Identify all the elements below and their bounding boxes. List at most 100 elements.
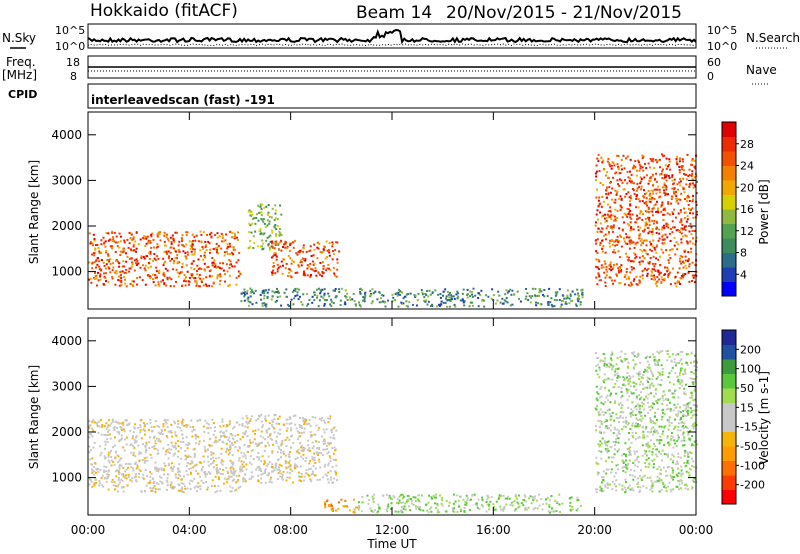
scatter-cell: [221, 418, 224, 421]
scatter-cell: [643, 189, 645, 192]
scatter-cell: [132, 469, 135, 472]
scatter-cell: [601, 227, 604, 230]
scatter-cell: [280, 464, 283, 467]
scatter-cell: [105, 466, 108, 468]
scatter-cell: [177, 489, 180, 492]
scatter-cell: [555, 293, 558, 296]
scatter-cell: [652, 207, 655, 210]
scatter-cell: [606, 363, 608, 366]
scatter-cell: [692, 460, 695, 463]
scatter-cell: [125, 443, 128, 446]
scatter-cell: [379, 297, 382, 300]
scatter-cell: [110, 480, 113, 483]
scatter-cell: [114, 451, 117, 454]
scatter-cell: [255, 301, 258, 304]
scatter-cell: [114, 251, 117, 253]
scatter-cell: [685, 178, 688, 181]
scatter-cell: [221, 473, 224, 475]
scatter-cell: [237, 231, 239, 234]
scatter-cell: [595, 397, 598, 400]
scatter-cell: [153, 425, 156, 428]
scatter-cell: [606, 225, 609, 228]
scatter-cell: [421, 494, 423, 497]
scatter-cell: [690, 361, 692, 364]
scatter-cell: [647, 457, 650, 460]
scatter-cell: [658, 237, 661, 240]
scatter-cell: [498, 497, 500, 500]
scatter-cell: [204, 450, 207, 453]
scatter-cell: [683, 461, 686, 464]
scatter-cell: [601, 250, 604, 253]
scatter-cell: [113, 481, 116, 484]
scatter-cell: [109, 451, 111, 454]
scatter-cell: [675, 413, 678, 416]
scatter-cell: [154, 276, 157, 279]
scatter-cell: [692, 409, 695, 412]
scatter-cell: [680, 211, 682, 214]
scatter-cell: [606, 213, 609, 216]
scatter-cell: [487, 496, 490, 499]
scatter-cell: [465, 501, 468, 504]
scatter-cell: [272, 262, 275, 264]
scatter-cell: [91, 427, 94, 430]
scatter-cell: [115, 272, 118, 275]
scatter-cell: [653, 204, 656, 207]
scatter-cell: [125, 436, 128, 439]
scatter-cell: [169, 246, 172, 249]
scatter-cell: [181, 423, 184, 426]
scatter-cell: [639, 275, 642, 278]
scatter-cell: [202, 277, 205, 280]
scatter-cell: [629, 446, 632, 449]
scatter-cell: [150, 472, 153, 475]
scatter-cell: [252, 430, 255, 433]
scatter-cell: [271, 438, 273, 441]
scatter-cell: [471, 304, 474, 307]
scatter-cell: [119, 457, 122, 460]
scatter-cell: [149, 276, 152, 278]
scatter-cell: [127, 466, 129, 469]
scatter-cell: [284, 460, 287, 463]
scatter-cell: [183, 278, 186, 281]
scatter-cell: [144, 255, 147, 258]
scatter-cell: [313, 459, 316, 462]
scatter-cell: [300, 446, 302, 449]
scatter-cell: [396, 497, 399, 500]
scatter-cell: [214, 426, 216, 429]
scatter-cell: [136, 465, 139, 468]
scatter-cell: [232, 248, 235, 251]
scatter-cell: [279, 475, 282, 478]
scatter-cell: [658, 273, 661, 276]
scatter-cell: [671, 396, 674, 399]
scatter-cell: [369, 295, 372, 298]
scatter-cell: [595, 488, 597, 491]
scatter-cell: [612, 456, 615, 459]
scatter-cell: [613, 401, 616, 404]
scatter-cell: [288, 268, 291, 271]
scatter-cell: [641, 476, 644, 479]
scatter-cell: [166, 436, 169, 439]
scatter-cell: [122, 260, 125, 263]
scatter-cell: [172, 454, 175, 457]
scatter-cell: [94, 271, 96, 274]
scatter-cell: [646, 204, 648, 207]
scatter-cell: [402, 297, 405, 300]
scatter-cell: [323, 288, 326, 291]
scatter-cell: [624, 453, 627, 456]
scatter-cell: [669, 410, 672, 413]
scatter-cell: [304, 259, 307, 262]
scatter-cell: [650, 479, 653, 482]
scatter-cell: [650, 274, 653, 277]
scatter-cell: [651, 214, 654, 217]
scatter-cell: [162, 279, 164, 282]
scatter-cell: [189, 425, 192, 428]
scatter-cell: [453, 303, 456, 306]
scatter-cell: [540, 498, 543, 501]
scatter-cell: [332, 266, 335, 269]
scatter-cell: [330, 298, 333, 301]
scatter-cell: [189, 248, 192, 250]
scatter-cell: [613, 279, 616, 282]
scatter-cell: [113, 488, 116, 491]
scatter-cell: [279, 240, 282, 243]
scatter-cell: [577, 292, 579, 295]
scatter-cell: [645, 369, 648, 372]
